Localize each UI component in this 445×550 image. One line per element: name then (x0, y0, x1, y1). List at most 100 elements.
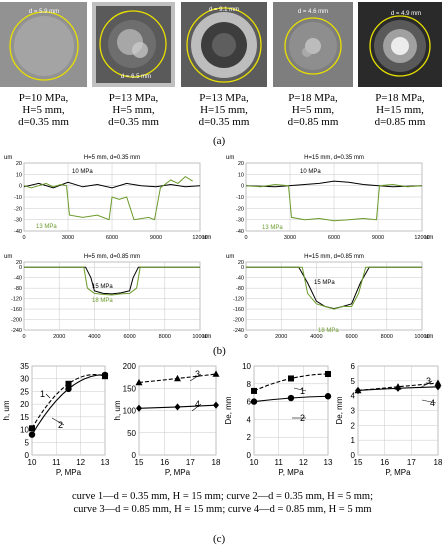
curve-label: 2 (58, 420, 63, 430)
x-tick-label: 18 (212, 458, 221, 467)
diameter-label: d = 9.1 mm (209, 7, 239, 13)
x-tick-label: 12000 (192, 235, 207, 241)
y-tick-label: -200 (11, 318, 22, 324)
curve-label-leader (45, 393, 51, 399)
x-tick-label: 10000 (414, 334, 429, 340)
panel-label-a: (a) (213, 135, 226, 147)
x-tick-label: 11 (52, 458, 61, 467)
y-tick-label: 10 (20, 426, 29, 435)
y-tick-label: -80 (236, 286, 244, 292)
series-line-13-mpa (23, 175, 193, 221)
y-tick-label: -240 (11, 328, 22, 334)
y-tick-label: 30 (20, 375, 29, 384)
x-tick-label: 10 (250, 458, 259, 467)
photo-5: d = 4.9 mm (358, 2, 442, 87)
y-tick-label: 4 (351, 392, 356, 401)
y-tick-label: 0 (241, 265, 244, 271)
y-axis-label: De, mm (335, 396, 344, 424)
caption-line: d=0.85 mm (287, 116, 339, 128)
y-tick-label: 2 (351, 421, 356, 430)
y-axis-unit: um (4, 254, 12, 260)
x-axis-unit: um (203, 334, 211, 340)
caption-line: d=0.35 mm (18, 116, 69, 128)
y-tick-label: 25 (20, 387, 29, 396)
y-axis-unit: um (226, 155, 234, 161)
series-line-10-mpa (23, 181, 201, 189)
series-label: 15 MPa (314, 280, 335, 286)
y-tick-label: 15 (20, 413, 29, 422)
x-tick-label: 15 (354, 458, 363, 467)
photo-3-caption: P=13 MPa, H=15 mm, d=0.35 mm (181, 92, 267, 128)
photo-2-caption: P=13 MPa, H=5 mm, d=0.35 mm (92, 92, 175, 128)
diameter-label: d = 4.6 mm (298, 9, 328, 15)
y-tick-label: 0 (247, 451, 252, 460)
y-tick-label: 5 (25, 438, 30, 447)
caption-line: d=0.35 mm (108, 116, 159, 128)
y-tick-label: 4 (247, 415, 252, 424)
y-tick-label: -120 (233, 297, 244, 303)
x-tick-label: 2000 (275, 334, 287, 340)
curve-label: 4 (195, 399, 200, 409)
curve-label-leader (189, 373, 202, 382)
x-tick-label: 15 (135, 458, 144, 467)
caption-line-2: curve 3—d = 0.85 mm, H = 15 mm; curve 4—… (73, 504, 372, 515)
plot-area (23, 261, 201, 331)
data-point (135, 378, 143, 386)
y-tick-label: 0 (132, 451, 137, 460)
diameter-label: d = 5.9 mm (29, 9, 59, 15)
y-axis-label: h, um (113, 400, 122, 420)
x-tick-label: 12 (76, 458, 85, 467)
caption-line: P=18 MPa, (375, 92, 425, 104)
y-tick-label: 0 (19, 265, 22, 271)
y-tick-label: -200 (233, 318, 244, 324)
chart-title: H=5 mm, d=0.85 mm (84, 254, 140, 260)
y-tick-label: 20 (238, 260, 244, 266)
y-tick-label: 100 (123, 407, 137, 416)
y-tick-label: -20 (236, 206, 244, 212)
data-point (288, 375, 294, 382)
diameter-circle (369, 15, 431, 77)
diameter-circle (186, 7, 262, 83)
y-tick-label: 3 (351, 407, 356, 416)
y-tick-label: 0 (351, 451, 356, 460)
y-tick-label: 20 (20, 400, 29, 409)
series-label: 13 MPa (262, 225, 283, 231)
y-tick-label: -160 (11, 307, 22, 313)
y-tick-label: 0 (241, 184, 244, 190)
y-tick-label: -40 (14, 229, 22, 235)
photo-1: d = 5.9 mm (0, 2, 87, 87)
photo-1-image: d = 5.9 mm (0, 2, 87, 87)
x-tick-label: 16 (380, 458, 389, 467)
series-label: 13 MPa (36, 224, 57, 230)
series-label: 15 MPa (92, 284, 113, 290)
y-tick-label: -120 (11, 297, 22, 303)
x-axis-label: P, MPa (385, 468, 411, 477)
photo-4: d = 4.6 mm (273, 2, 353, 87)
y-tick-label: 10 (242, 362, 251, 371)
caption-line: d=0.85 mm (374, 116, 426, 128)
x-axis-label: P, MPa (165, 468, 191, 477)
photo-5-image: d = 4.9 mm (358, 2, 442, 87)
data-point (174, 374, 181, 382)
y-tick-label: -30 (14, 218, 22, 224)
diameter-circle (284, 17, 342, 75)
caption-line: P=13 MPa, (108, 92, 159, 104)
y-tick-label: 200 (123, 362, 137, 371)
x-axis-unit: um (203, 235, 211, 241)
y-tick-label: 20 (238, 161, 244, 167)
x-tick-label: 4000 (88, 334, 100, 340)
y-tick-label: 50 (127, 429, 136, 438)
curve-label-leader (191, 403, 202, 412)
y-tick-label: -40 (236, 276, 244, 282)
x-tick-label: 12 (299, 458, 308, 467)
x-tick-label: 13 (101, 458, 110, 467)
caption-line: H=5 mm, (112, 104, 155, 116)
caption-line: P=13 MPa, (199, 92, 249, 104)
chart-de-vs-p-d085: 0 1 2 3 4 5 6 15 16 17 18 P, MPa De, mm 3 4 (335, 362, 443, 477)
x-tick-label: 13 (324, 458, 333, 467)
x-tick-label: 8000 (381, 334, 393, 340)
x-tick-label: 9000 (150, 235, 162, 241)
series-label: 18 MPa (318, 328, 339, 334)
